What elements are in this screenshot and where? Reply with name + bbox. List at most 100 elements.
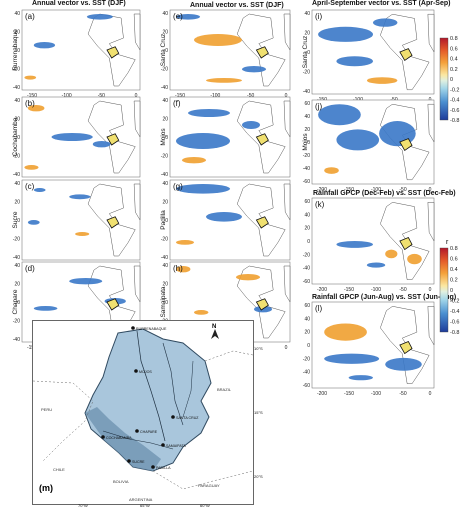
x-tick-label: -100 — [371, 287, 381, 293]
correlation-patch — [324, 353, 380, 364]
colorbar-bottom-ramp — [439, 247, 449, 333]
panel-j: (j) Mojos 60 40 20 0 -20 -40 -60 -200 -150 -100 -50 0 — [302, 99, 435, 193]
correlation-patch — [242, 66, 266, 73]
basin-highlands — [85, 407, 161, 471]
y-tick-label: 60 — [304, 199, 310, 205]
correlation-patch — [27, 220, 40, 225]
colorbar-top-tick: -0.8 — [450, 118, 459, 124]
correlation-patch — [33, 306, 58, 311]
column-title-2: Annual vector vs. SST (DJF) — [190, 2, 284, 9]
station-marker — [131, 326, 135, 330]
panel-letter: (b) — [25, 99, 35, 108]
correlation-patch — [318, 104, 361, 126]
africa-outline — [133, 265, 141, 303]
station-label: Mojos — [160, 128, 167, 146]
country-label: ARGENTINA — [129, 497, 153, 502]
column-title-1: Annual vector vs. SST (DJF) — [32, 0, 126, 7]
y-tick-label: 40 — [162, 98, 168, 104]
y-tick-label: 20 — [304, 31, 310, 37]
y-tick-label: -60 — [303, 179, 310, 185]
colorbar-top-tick: 0.2 — [450, 67, 458, 73]
y-tick-label: -40 — [13, 172, 20, 178]
colorbar-top-tick: -0.6 — [450, 108, 459, 114]
africa-outline — [427, 13, 435, 53]
station-label: Mojos — [302, 133, 309, 151]
x-tick-label: -100 — [371, 391, 381, 397]
y-tick-label: -20 — [13, 319, 20, 325]
correlation-patch — [194, 310, 209, 315]
correlation-patch — [336, 241, 374, 248]
country-label: BRAZIL — [217, 387, 232, 392]
station-label: Sucre — [12, 211, 19, 228]
panel-letter: (i) — [315, 12, 322, 21]
x-tick-label: -150 — [344, 187, 354, 193]
colorbar-top-tick: 0.6 — [450, 46, 458, 52]
y-tick-label: 40 — [14, 263, 20, 269]
correlation-patch — [188, 109, 230, 117]
y-tick-label: 60 — [304, 101, 310, 107]
river-1 — [136, 330, 166, 442]
colorbar-bottom-tick: 0.8 — [450, 246, 458, 252]
map-lat-10: 10°S — [254, 346, 263, 351]
panel-letter: (l) — [315, 304, 322, 313]
x-tick-label: -150 — [27, 93, 37, 99]
correlation-patch — [75, 232, 90, 236]
colorbar-bottom-tick: -0.6 — [450, 320, 459, 326]
panel-letter: (a) — [25, 12, 35, 21]
station-label: COCHABAMBA — [106, 436, 132, 440]
basin-outline — [255, 133, 269, 146]
y-tick-label: -40 — [161, 85, 168, 91]
y-tick-label: -40 — [13, 337, 20, 343]
country-label: PERU — [41, 407, 52, 412]
africa-outline — [283, 13, 291, 51]
station-marker — [171, 415, 175, 419]
y-tick-label: 0 — [165, 135, 168, 141]
correlation-patch — [324, 167, 339, 174]
x-tick-label: 0 — [429, 187, 432, 193]
y-tick-label: 40 — [14, 181, 20, 187]
panel-l: (l) 60 40 20 0 -20 -40 -60 -200 -150 -100 -50 0 — [303, 301, 435, 397]
correlation-patch — [176, 184, 230, 194]
y-tick-label: -60 — [303, 279, 310, 285]
correlation-patch — [182, 157, 206, 164]
y-tick-label: -20 — [303, 252, 310, 258]
y-tick-label: -20 — [13, 67, 20, 73]
y-tick-label: -20 — [161, 237, 168, 243]
y-tick-label: 40 — [162, 11, 168, 17]
panel-e: (e) Santa Cruz 40 20 0 -20 -40 -150 -100 -50 0 — [160, 9, 291, 99]
africa-outline — [283, 183, 291, 221]
y-tick-label: 40 — [304, 212, 310, 218]
correlation-patch — [92, 141, 111, 148]
colorbar-bottom-label: r — [446, 239, 449, 246]
africa-outline — [283, 265, 291, 303]
colorbar-bottom: r 0.8 0.6 0.4 0.2 0 -0.2 -0.4 -0.6 -0.8 — [439, 239, 459, 336]
colorbar-bottom-tick: 0.4 — [450, 267, 458, 273]
border-line-3 — [204, 350, 253, 362]
y-tick-label: -20 — [161, 154, 168, 160]
basin-outline — [399, 48, 413, 61]
y-tick-label: 20 — [162, 30, 168, 36]
correlation-patch — [242, 121, 260, 129]
y-tick-label: 40 — [162, 181, 168, 187]
correlation-patch — [24, 75, 37, 80]
x-tick-label: -50 — [98, 93, 105, 99]
colorbar-top-tick: -0.4 — [450, 98, 459, 104]
y-tick-label: 40 — [14, 11, 20, 17]
correlation-patch — [206, 212, 242, 222]
panel-letter: (f) — [173, 99, 181, 108]
correlation-patch — [385, 249, 398, 259]
station-label: SAMAIPATA — [166, 444, 186, 448]
map-lon-65: 65°W — [140, 503, 150, 508]
basin-outline — [399, 138, 413, 151]
y-tick-label: 0 — [307, 239, 310, 245]
africa-outline — [283, 100, 291, 138]
africa-outline — [427, 202, 435, 242]
map-m: RURRENABAQUE MOJOS SANTA CRUZ COCHABAMBA CHA… — [32, 320, 254, 505]
station-marker — [135, 429, 139, 433]
y-tick-label: -40 — [303, 266, 310, 272]
panel-k: (k) 60 40 20 0 -20 -40 -60 -200 -150 -100 -50 0 — [303, 197, 435, 293]
border-line-1 — [33, 380, 94, 462]
x-tick-label: -100 — [62, 93, 72, 99]
